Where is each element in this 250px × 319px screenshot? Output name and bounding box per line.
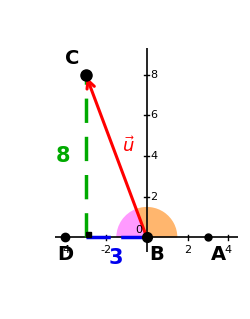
Wedge shape	[116, 209, 146, 237]
Text: 2: 2	[150, 192, 157, 202]
Text: -2: -2	[100, 245, 111, 255]
Wedge shape	[136, 207, 177, 237]
Text: 3: 3	[108, 248, 123, 268]
Text: D: D	[57, 245, 73, 263]
Bar	[86, 232, 90, 237]
Text: 2: 2	[183, 245, 190, 255]
Text: 8: 8	[56, 146, 70, 166]
Text: 0: 0	[135, 225, 142, 235]
Text: 4: 4	[150, 151, 157, 161]
Text: 8: 8	[150, 70, 157, 80]
Text: C: C	[65, 49, 79, 69]
Text: -4: -4	[60, 245, 71, 255]
Text: B: B	[149, 245, 163, 263]
Text: 6: 6	[150, 110, 157, 120]
Text: $\vec{u}$: $\vec{u}$	[122, 136, 134, 156]
Text: 4: 4	[224, 245, 231, 255]
Text: A: A	[210, 245, 225, 263]
